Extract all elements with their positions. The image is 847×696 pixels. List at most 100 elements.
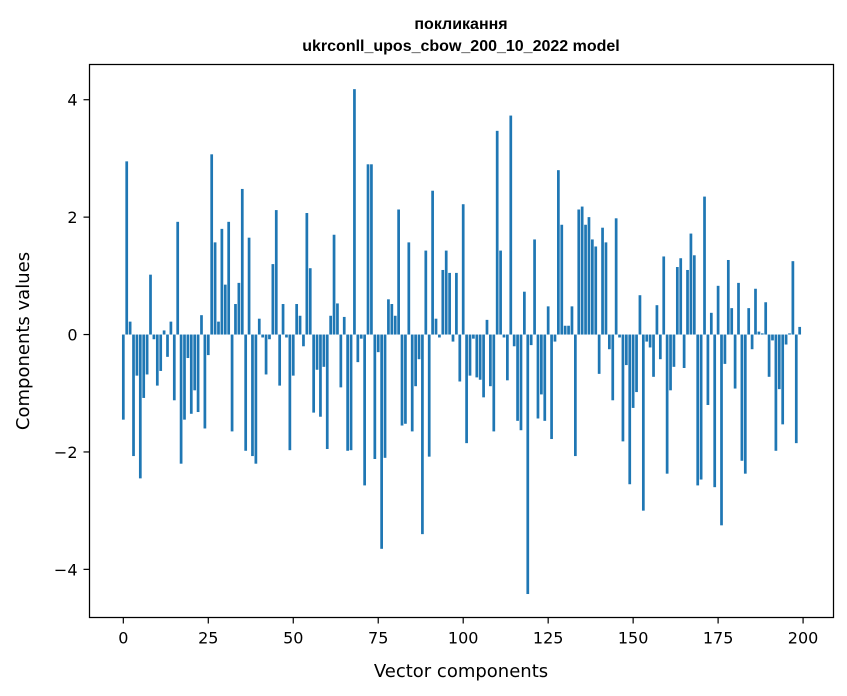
bar	[431, 190, 434, 335]
bar	[370, 164, 373, 335]
bar	[390, 304, 394, 335]
bar	[611, 334, 615, 401]
bar	[652, 334, 655, 377]
bar	[648, 334, 652, 348]
chart-title-line-1: покликання	[414, 16, 507, 33]
bar	[162, 330, 166, 335]
bar	[421, 334, 424, 535]
bar	[794, 334, 798, 444]
bar	[213, 242, 217, 335]
bar	[495, 130, 499, 335]
bar	[240, 188, 244, 335]
y-tick-label: −2	[54, 443, 78, 462]
bar	[540, 334, 543, 395]
bar	[628, 334, 632, 485]
bar	[720, 334, 723, 526]
bar	[692, 255, 696, 335]
bar	[516, 334, 519, 421]
bar	[427, 334, 431, 457]
bar	[499, 250, 502, 335]
bar	[601, 227, 604, 335]
bar	[740, 334, 744, 461]
bar	[336, 303, 339, 335]
bar	[709, 312, 713, 335]
bar	[567, 325, 570, 335]
x-tick-label: 125	[533, 629, 564, 648]
bar	[376, 334, 380, 353]
bar	[655, 305, 659, 335]
bar	[125, 161, 129, 335]
bar	[291, 334, 295, 376]
bar	[332, 234, 336, 335]
bar	[288, 334, 292, 451]
bar	[366, 164, 370, 335]
bar	[716, 285, 720, 335]
bar	[298, 315, 302, 335]
bar	[577, 209, 581, 335]
y-axis-ticks: −4 −2 0 2 4	[54, 91, 90, 579]
bar	[132, 334, 135, 457]
bar	[135, 334, 139, 376]
bar	[665, 334, 669, 474]
bar	[624, 334, 628, 366]
bar	[393, 315, 397, 335]
bar	[509, 115, 513, 335]
bar	[553, 334, 557, 342]
bar	[743, 334, 747, 474]
bar	[641, 334, 645, 511]
bar	[268, 334, 271, 340]
bar	[183, 334, 186, 420]
bar	[319, 334, 322, 417]
bar	[278, 334, 282, 386]
bar	[407, 242, 411, 335]
bar	[264, 334, 268, 375]
x-tick-label: 175	[703, 629, 734, 648]
bar	[353, 89, 356, 335]
bar	[441, 269, 445, 335]
bar	[587, 217, 591, 335]
bar	[305, 213, 309, 335]
bar	[506, 334, 509, 381]
bar	[631, 334, 635, 408]
bar	[468, 334, 472, 376]
bar	[200, 315, 203, 335]
bar	[234, 304, 237, 335]
x-tick-label: 100	[448, 629, 479, 648]
bar	[733, 334, 737, 389]
bar	[356, 334, 360, 363]
bar	[404, 334, 407, 424]
bar	[784, 334, 788, 345]
bar	[529, 334, 533, 346]
bar	[434, 318, 438, 335]
bar	[788, 333, 791, 335]
bar	[438, 334, 441, 338]
bar	[706, 334, 710, 405]
bar	[465, 334, 468, 444]
bar	[533, 239, 536, 335]
bar	[206, 334, 210, 356]
bar	[342, 316, 346, 335]
bar	[658, 334, 662, 360]
bar	[417, 334, 421, 360]
y-tick-label: 4	[67, 91, 77, 110]
bar	[781, 334, 785, 425]
bar	[237, 282, 241, 335]
bar	[774, 334, 778, 451]
bar	[128, 321, 132, 335]
bars-group	[121, 89, 802, 595]
bar	[451, 334, 455, 342]
bar	[210, 154, 214, 335]
bar	[645, 334, 649, 342]
bar	[145, 334, 149, 375]
bar	[478, 334, 482, 380]
bar	[410, 334, 414, 432]
bar	[723, 334, 727, 364]
bar	[526, 334, 530, 595]
bar	[424, 250, 428, 335]
bar	[380, 334, 383, 549]
bar	[703, 196, 706, 335]
bar	[713, 334, 717, 488]
y-tick-label: −4	[54, 560, 78, 579]
bar	[618, 334, 621, 338]
